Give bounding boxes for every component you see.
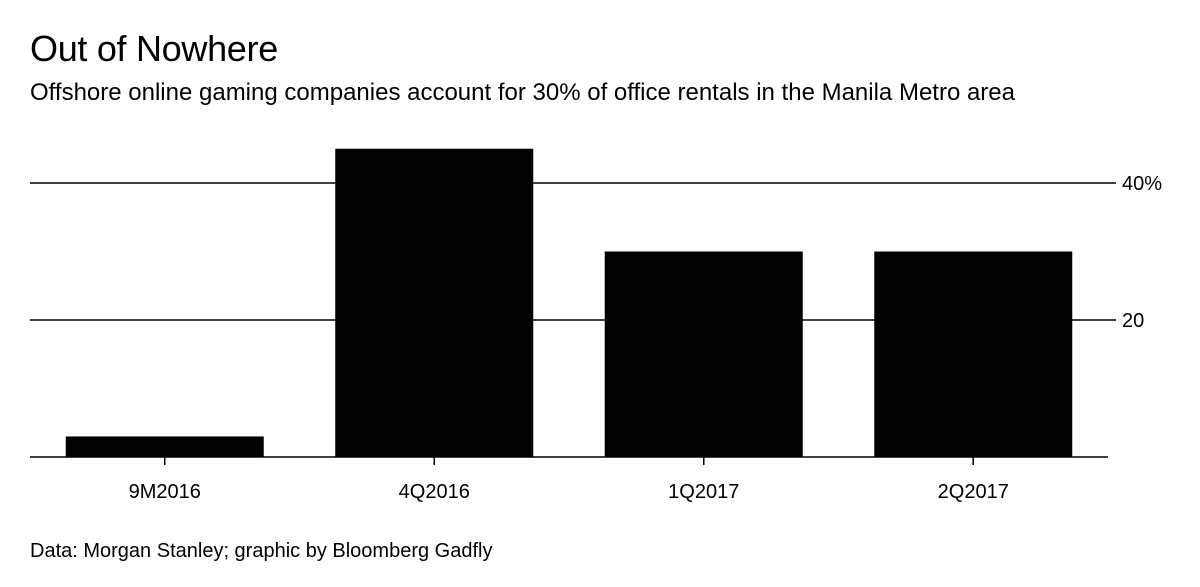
x-tick-label: 2Q2017 bbox=[938, 481, 1009, 503]
bar-1Q2017 bbox=[604, 251, 803, 457]
bar-2Q2017 bbox=[874, 251, 1073, 457]
x-tick-label: 9M2016 bbox=[129, 481, 201, 503]
chart-source: Data: Morgan Stanley; graphic by Bloombe… bbox=[30, 540, 493, 562]
bar-4Q2016 bbox=[335, 148, 534, 457]
x-tick-label: 4Q2016 bbox=[399, 481, 470, 503]
bar-9M2016 bbox=[65, 436, 264, 457]
chart-subtitle: Offshore online gaming companies account… bbox=[30, 79, 1015, 106]
x-tick-label: 1Q2017 bbox=[668, 481, 739, 503]
chart-title: Out of Nowhere bbox=[30, 28, 278, 69]
bars bbox=[65, 148, 1073, 457]
x-axis: 9M2016 4Q2016 1Q2017 2Q2017 bbox=[30, 456, 1108, 503]
y-tick-label: 40% bbox=[1122, 173, 1162, 195]
y-tick-label: 20 bbox=[1122, 310, 1144, 332]
